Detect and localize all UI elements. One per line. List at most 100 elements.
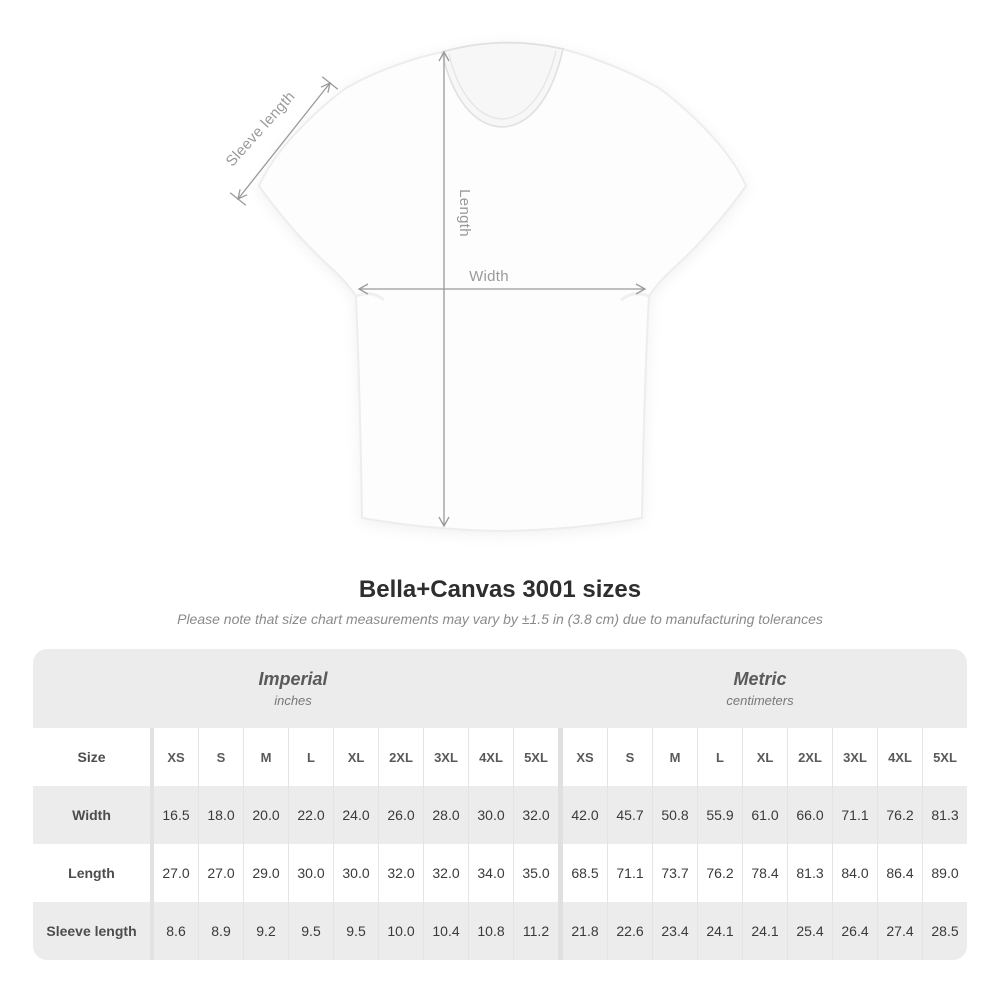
table-cell: 81.3 xyxy=(787,844,832,902)
row-label: Length xyxy=(68,865,115,881)
table-cell: 42.0 xyxy=(558,786,607,844)
table-cell: 84.0 xyxy=(832,844,877,902)
table-cell: 55.9 xyxy=(697,786,742,844)
tshirt-body xyxy=(258,41,747,532)
table-cell: 66.0 xyxy=(787,786,832,844)
table-cell: 68.5 xyxy=(558,844,607,902)
table-cell: 9.5 xyxy=(333,902,378,960)
size-col-header: M xyxy=(243,728,288,786)
table-cell: 71.1 xyxy=(607,844,652,902)
imperial-unit: inches xyxy=(274,692,312,708)
table-cell: 35.0 xyxy=(513,844,558,902)
table-cell: 27.0 xyxy=(150,844,198,902)
size-col-header: L xyxy=(288,728,333,786)
tshirt-diagram: Sleeve length Length Width xyxy=(223,41,747,532)
table-cell: 76.2 xyxy=(877,786,922,844)
tshirt-diagram-svg: Sleeve length Length Width xyxy=(223,41,747,532)
size-col-header: 5XL xyxy=(922,728,967,786)
size-col-header: XS xyxy=(558,728,607,786)
table-cell: 8.6 xyxy=(150,902,198,960)
size-col-header: 4XL xyxy=(468,728,513,786)
table-cell: 9.5 xyxy=(288,902,333,960)
table-row-width: Width 16.5 18.0 20.0 22.0 24.0 26.0 28.0… xyxy=(33,786,967,844)
imperial-title: Imperial xyxy=(258,668,328,689)
table-cell: 32.0 xyxy=(513,786,558,844)
table-cell: 32.0 xyxy=(423,844,468,902)
tshirt-collar xyxy=(441,41,564,128)
table-cell: 21.8 xyxy=(558,902,607,960)
table-row-sleeve-length: Sleeve length 8.6 8.9 9.2 9.5 9.5 10.0 1… xyxy=(33,902,967,960)
table-cell: 10.4 xyxy=(423,902,468,960)
size-col-header: 3XL xyxy=(423,728,468,786)
metric-title: Metric xyxy=(733,668,787,689)
table-cell: 24.1 xyxy=(697,902,742,960)
table-cell: 76.2 xyxy=(697,844,742,902)
size-col-header: XS xyxy=(150,728,198,786)
table-cell: 25.4 xyxy=(787,902,832,960)
table-cell: 10.0 xyxy=(378,902,423,960)
table-cell: 27.0 xyxy=(198,844,243,902)
table-cell: 11.2 xyxy=(513,902,558,960)
table-cell: 28.0 xyxy=(423,786,468,844)
row-label: Sleeve length xyxy=(46,923,137,939)
table-cell: 45.7 xyxy=(607,786,652,844)
size-row-label: Size xyxy=(77,749,106,765)
table-cell: 24.1 xyxy=(742,902,787,960)
width-label: Width xyxy=(469,268,509,285)
tshirt-crease-right xyxy=(620,292,650,302)
metric-header: Metric centimeters xyxy=(553,649,967,728)
table-cell: 24.0 xyxy=(333,786,378,844)
title-block: Bella+Canvas 3001 sizes Please note that… xyxy=(0,576,1000,628)
table-cell: 28.5 xyxy=(922,902,967,960)
table-cell: 30.0 xyxy=(468,786,513,844)
table-cell: 22.6 xyxy=(607,902,652,960)
table-cell: 61.0 xyxy=(742,786,787,844)
size-col-header: L xyxy=(697,728,742,786)
table-cell: 71.1 xyxy=(832,786,877,844)
size-col-header: 2XL xyxy=(787,728,832,786)
tshirt-crease-left xyxy=(355,292,385,302)
size-col-header: XL xyxy=(333,728,378,786)
imperial-header: Imperial inches xyxy=(33,649,553,728)
metric-unit: centimeters xyxy=(726,692,794,708)
table-cell: 26.4 xyxy=(832,902,877,960)
tshirt-graphic xyxy=(258,41,747,532)
table-cell: 29.0 xyxy=(243,844,288,902)
table-cell: 81.3 xyxy=(922,786,967,844)
table-cell: 27.4 xyxy=(877,902,922,960)
sleeve-length-arrow xyxy=(229,76,339,206)
table-cell: 9.2 xyxy=(243,902,288,960)
size-header-row: Size XS S M L XL 2XL 3XL 4XL 5XL XS S M … xyxy=(33,728,967,786)
table-cell: 26.0 xyxy=(378,786,423,844)
size-col-header: 2XL xyxy=(378,728,423,786)
table-cell: 78.4 xyxy=(742,844,787,902)
length-label: Length xyxy=(456,189,473,237)
row-label: Width xyxy=(72,807,111,823)
table-cell: 8.9 xyxy=(198,902,243,960)
size-col-header: 5XL xyxy=(513,728,558,786)
size-col-header: XL xyxy=(742,728,787,786)
table-cell: 16.5 xyxy=(150,786,198,844)
table-cell: 89.0 xyxy=(922,844,967,902)
tshirt-collar-seam xyxy=(448,50,557,120)
table-cell: 23.4 xyxy=(652,902,697,960)
table-cell: 86.4 xyxy=(877,844,922,902)
size-col-header: S xyxy=(198,728,243,786)
table-cell: 34.0 xyxy=(468,844,513,902)
table-row-length: Length 27.0 27.0 29.0 30.0 30.0 32.0 32.… xyxy=(33,844,967,902)
size-col-header: S xyxy=(607,728,652,786)
page-subtitle: Please note that size chart measurements… xyxy=(177,611,823,627)
size-chart-table: Imperial inches Metric centimeters Size … xyxy=(33,649,967,960)
table-cell: 20.0 xyxy=(243,786,288,844)
page-title: Bella+Canvas 3001 sizes xyxy=(358,576,642,603)
table-cell: 73.7 xyxy=(652,844,697,902)
table-cell: 50.8 xyxy=(652,786,697,844)
table-cell: 22.0 xyxy=(288,786,333,844)
size-col-header: M xyxy=(652,728,697,786)
width-arrow xyxy=(357,283,647,295)
table-cell: 32.0 xyxy=(378,844,423,902)
table-header: Imperial inches Metric centimeters xyxy=(33,649,967,728)
table-cell: 30.0 xyxy=(288,844,333,902)
size-col-header: 4XL xyxy=(877,728,922,786)
